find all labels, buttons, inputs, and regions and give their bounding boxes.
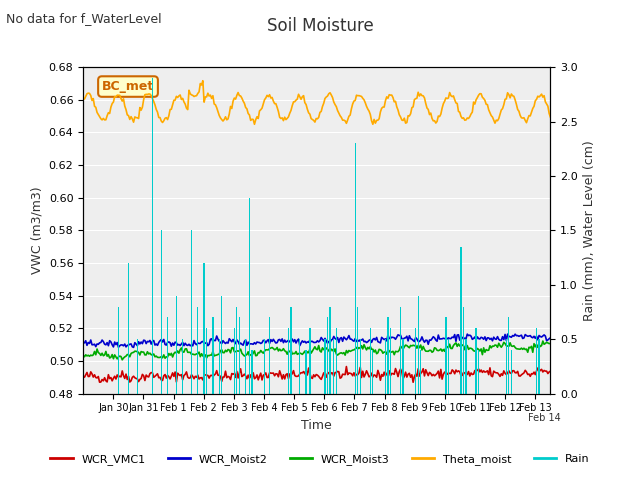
Bar bbox=[387, 317, 388, 394]
Bar bbox=[536, 328, 537, 394]
X-axis label: Time: Time bbox=[301, 419, 332, 432]
Bar bbox=[360, 339, 361, 394]
Bar bbox=[288, 328, 289, 394]
Bar bbox=[249, 198, 250, 394]
Bar bbox=[206, 328, 207, 394]
Text: No data for f_WaterLevel: No data for f_WaterLevel bbox=[6, 12, 162, 25]
Bar bbox=[118, 307, 119, 394]
Bar bbox=[245, 339, 246, 394]
Bar bbox=[476, 328, 477, 394]
Bar bbox=[167, 317, 168, 394]
Bar bbox=[234, 328, 235, 394]
Bar bbox=[239, 317, 240, 394]
Bar bbox=[264, 339, 265, 394]
Bar bbox=[390, 328, 391, 394]
Bar bbox=[236, 307, 237, 394]
Bar bbox=[415, 328, 416, 394]
Text: BC_met: BC_met bbox=[102, 80, 154, 93]
Bar bbox=[448, 339, 449, 394]
Bar bbox=[385, 339, 386, 394]
Text: Soil Moisture: Soil Moisture bbox=[267, 17, 373, 35]
Legend: WCR_VMC1, WCR_Moist2, WCR_Moist3, Theta_moist, Rain: WCR_VMC1, WCR_Moist2, WCR_Moist3, Theta_… bbox=[46, 450, 594, 469]
Bar bbox=[417, 296, 419, 394]
Bar bbox=[219, 339, 220, 394]
Bar bbox=[161, 230, 162, 394]
Bar bbox=[152, 78, 153, 394]
Y-axis label: Rain (mm), Water Level (cm): Rain (mm), Water Level (cm) bbox=[584, 140, 596, 321]
Bar bbox=[191, 230, 192, 394]
Bar bbox=[420, 350, 421, 394]
Bar bbox=[511, 350, 512, 394]
Bar bbox=[445, 317, 447, 394]
Bar bbox=[355, 144, 356, 394]
Bar bbox=[327, 317, 328, 394]
Bar bbox=[128, 263, 129, 394]
Bar bbox=[291, 307, 292, 394]
Bar bbox=[197, 307, 198, 394]
Bar bbox=[463, 307, 464, 394]
Bar bbox=[333, 339, 335, 394]
Bar bbox=[221, 296, 222, 394]
Bar bbox=[269, 317, 270, 394]
Bar bbox=[204, 263, 205, 394]
Bar bbox=[506, 339, 507, 394]
Bar bbox=[330, 307, 331, 394]
Bar bbox=[324, 339, 326, 394]
Bar bbox=[299, 339, 300, 394]
Bar bbox=[137, 339, 138, 394]
Bar bbox=[252, 350, 253, 394]
Bar bbox=[538, 339, 540, 394]
Y-axis label: VWC (m3/m3): VWC (m3/m3) bbox=[30, 187, 43, 274]
Bar bbox=[370, 328, 371, 394]
Bar bbox=[460, 247, 461, 394]
Bar bbox=[182, 339, 183, 394]
Text: Feb 14: Feb 14 bbox=[528, 413, 561, 423]
Bar bbox=[403, 339, 404, 394]
Bar bbox=[357, 307, 358, 394]
Bar bbox=[336, 328, 337, 394]
Bar bbox=[465, 339, 467, 394]
Bar bbox=[176, 296, 177, 394]
Bar bbox=[305, 350, 307, 394]
Bar bbox=[478, 350, 479, 394]
Bar bbox=[372, 350, 374, 394]
Bar bbox=[508, 317, 509, 394]
Bar bbox=[400, 307, 401, 394]
Bar bbox=[309, 328, 310, 394]
Bar bbox=[212, 317, 214, 394]
